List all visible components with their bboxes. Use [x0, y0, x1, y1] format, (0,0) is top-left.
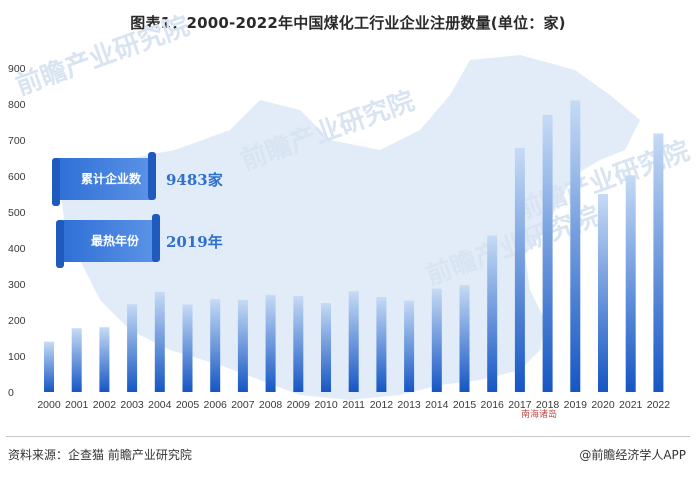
- bar-2006: [210, 299, 221, 392]
- y-tick-label: 600: [8, 171, 26, 183]
- bar-2021: [625, 175, 636, 392]
- bar-2002: [99, 327, 110, 392]
- bar-2000: [44, 341, 54, 392]
- bar-2013: [404, 300, 415, 392]
- x-tick-label: 2001: [65, 399, 89, 411]
- y-axis: 0 100 200 300 400 500 600 700 800 900: [8, 63, 26, 399]
- bar-2003: [127, 304, 138, 392]
- x-tick-label: 2005: [176, 399, 200, 411]
- bar-2016: [487, 235, 498, 392]
- x-tick-label: 2006: [204, 399, 228, 411]
- banner-total-value: 9483家: [166, 171, 223, 189]
- bar-2010: [321, 303, 331, 392]
- banner-year-label: 最热年份: [90, 234, 139, 248]
- bar-2018: [542, 114, 553, 393]
- banner-total-shape: [52, 152, 156, 206]
- footer-divider: [6, 436, 690, 437]
- x-tick-label: 2007: [231, 399, 255, 411]
- x-tick-label: 2008: [259, 399, 283, 411]
- x-tick-label: 2021: [619, 399, 643, 411]
- x-tick-label: 2010: [314, 399, 338, 411]
- banner-total-label: 累计企业数: [80, 172, 141, 186]
- x-tick-label: 2020: [591, 399, 615, 411]
- x-tick-label: 2002: [93, 399, 117, 411]
- y-tick-label: 700: [8, 135, 26, 147]
- x-tick-label: 2014: [425, 399, 449, 411]
- x-tick-label: 2009: [287, 399, 311, 411]
- x-tick-label: 2004: [148, 399, 172, 411]
- x-tick-label: 2015: [453, 399, 477, 411]
- y-tick-label: 900: [8, 63, 26, 75]
- chart-title: 图表1：2000-2022年中国煤化工行业企业注册数量(单位：家): [130, 14, 566, 32]
- bar-2009: [293, 295, 304, 392]
- bars: [44, 100, 664, 393]
- brand-label: @前瞻经济学人APP: [579, 448, 686, 462]
- bar-2004: [154, 291, 165, 392]
- y-tick-label: 0: [8, 387, 14, 399]
- banner-year-shape: [56, 214, 160, 268]
- bar-2012: [376, 296, 387, 392]
- y-tick-label: 200: [8, 315, 26, 327]
- y-tick-label: 100: [8, 351, 26, 363]
- bar-2008: [265, 294, 276, 392]
- bar-2020: [598, 194, 608, 392]
- x-axis: 2000 2001 2002 2003 2004 2005 2006 2007 2008 2009…: [37, 399, 670, 411]
- bar-2005: [182, 304, 193, 392]
- map-label-south-china-sea: 南海诸岛: [521, 410, 558, 420]
- x-tick-label: 2013: [397, 399, 421, 411]
- x-tick-label: 2011: [342, 399, 365, 411]
- y-tick-label: 300: [8, 279, 26, 291]
- bar-2007: [237, 299, 248, 392]
- y-tick-label: 500: [8, 207, 26, 219]
- bar-2015: [459, 285, 470, 392]
- x-tick-label: 2022: [647, 399, 671, 411]
- y-tick-label: 400: [8, 243, 26, 255]
- banner-year-value: 2019年: [166, 233, 223, 251]
- bar-2014: [431, 288, 442, 392]
- x-tick-label: 2018: [536, 399, 560, 411]
- x-tick-label: 2000: [37, 399, 61, 411]
- bar-2019: [570, 100, 581, 393]
- bar-2017: [514, 147, 525, 392]
- watermark-text: 前瞻产业研究院: [12, 10, 194, 101]
- x-tick-label: 2003: [120, 399, 144, 411]
- x-tick-label: 2019: [564, 399, 588, 411]
- x-tick-label: 2012: [370, 399, 394, 411]
- bar-2022: [653, 133, 664, 392]
- x-tick-label: 2017: [508, 399, 532, 411]
- y-tick-label: 800: [8, 99, 26, 111]
- bar-2011: [348, 291, 359, 392]
- x-tick-label: 2016: [481, 399, 505, 411]
- source-note: 资料来源：企查猫 前瞻产业研究院: [8, 448, 192, 462]
- bar-2001: [71, 328, 82, 392]
